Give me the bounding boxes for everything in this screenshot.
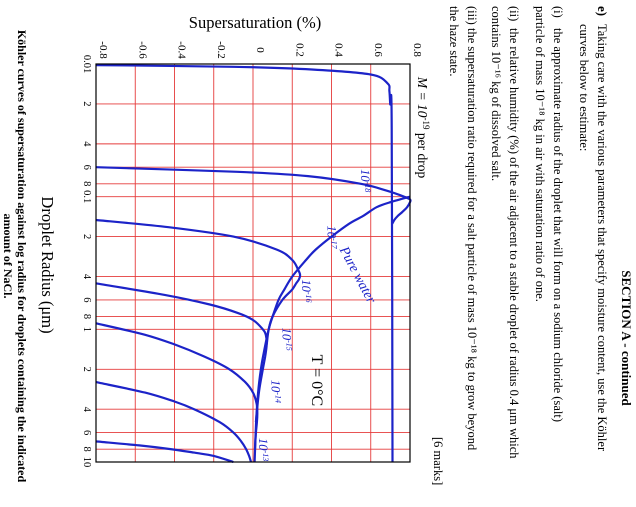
part-iii-number: (iii) bbox=[465, 6, 479, 25]
y-tick-label: 0.6 bbox=[372, 43, 384, 57]
part-ii-number: (ii) bbox=[507, 6, 521, 21]
section-title: SECTION A - continued bbox=[619, 270, 634, 406]
mass-label-per-drop: M = 10-19 per drop bbox=[415, 76, 431, 179]
x-tick-label: 6 bbox=[81, 297, 92, 302]
y-tick-label: 0 bbox=[254, 47, 266, 53]
y-tick-label: -0.8 bbox=[97, 41, 109, 59]
pure-water-label: Pure water bbox=[335, 243, 378, 306]
y-axis-label: Supersaturation (%) bbox=[189, 13, 321, 32]
x-tick-label: 4 bbox=[81, 274, 92, 280]
x-tick-label: 8 bbox=[81, 181, 92, 186]
y-tick-label: -0.6 bbox=[136, 41, 148, 59]
x-tick-label: 0.1 bbox=[81, 190, 92, 203]
temperature-label: T = 0°C bbox=[308, 355, 325, 407]
x-tick-label: 0.01 bbox=[81, 55, 92, 73]
marks-label: [6 marks] bbox=[431, 437, 445, 485]
x-axis-label: Droplet Radius (μm) bbox=[38, 196, 57, 333]
x-tick-label: 2 bbox=[81, 101, 92, 106]
x-tick-label: 10 bbox=[81, 457, 92, 468]
x-tick-label: 6 bbox=[81, 430, 92, 435]
kohler-curve bbox=[95, 64, 394, 463]
part-ii-line2: contains 10⁻¹⁶ kg of dissolved salt. bbox=[489, 6, 503, 181]
y-tick-label: -0.4 bbox=[176, 41, 188, 59]
y-tick-label: 0.4 bbox=[333, 43, 345, 57]
part-ii-line1: the relative humidity (%) of the air adj… bbox=[507, 28, 521, 459]
kohler-curve bbox=[95, 282, 268, 423]
question-block: SECTION A - continued e) Taking care wit… bbox=[431, 6, 634, 485]
x-tick-label: 8 bbox=[81, 314, 92, 319]
x-tick-label: 4 bbox=[81, 141, 92, 147]
plot-frame bbox=[95, 63, 411, 463]
part-i-line2: particle of mass 10⁻¹⁸ kg in air with sa… bbox=[533, 6, 547, 302]
part-iii-line1: the supersaturation ratio required for a… bbox=[465, 28, 479, 451]
curve-mass-label: 10-16 bbox=[299, 279, 313, 302]
y-tick-label: 0.2 bbox=[293, 43, 305, 57]
curve-mass-label: 10-13 bbox=[256, 438, 270, 461]
curve-mass-label: 10-17 bbox=[325, 226, 339, 250]
y-tick-label: 0.8 bbox=[411, 43, 423, 57]
question-label: e) bbox=[595, 6, 610, 16]
part-i-line1: the approximate radius of the droplet th… bbox=[551, 28, 565, 422]
x-tick-label: 6 bbox=[81, 165, 92, 170]
x-tick-label: 4 bbox=[81, 407, 92, 413]
kohler-curve bbox=[95, 440, 234, 464]
x-tick-label: 1 bbox=[81, 327, 92, 332]
curve-mass-label: 10-18 bbox=[358, 169, 372, 192]
chart-grid bbox=[95, 63, 411, 463]
figure-caption: Köhler curves of supersaturation against… bbox=[1, 30, 29, 483]
x-tick-label: 2 bbox=[81, 367, 92, 372]
caption-line2: amount of NaCl. bbox=[1, 213, 15, 298]
kohler-chart: -0.8 -0.6 -0.4 -0.2 0 0.2 0.4 0.6 0.8 0.0124680.… bbox=[38, 13, 431, 467]
supersaturation-tick-labels: -0.8 -0.6 -0.4 -0.2 0 0.2 0.4 0.6 0.8 bbox=[97, 41, 423, 59]
caption-line1: Köhler curves of supersaturation against… bbox=[15, 30, 29, 483]
radius-tick-labels: 0.01 2 4 6 8 0.1 2 4 6 8 1 2 4 6 8 10 bbox=[81, 55, 92, 467]
x-tick-label: 8 bbox=[81, 447, 92, 452]
curve-mass-label: 10-15 bbox=[279, 328, 293, 351]
kohler-curve bbox=[95, 381, 253, 463]
y-tick-label: -0.2 bbox=[215, 41, 227, 58]
curve-mass-label: 10-14 bbox=[269, 380, 283, 403]
x-tick-label: 2 bbox=[81, 234, 92, 239]
curve-pure-water bbox=[253, 195, 411, 463]
chart-annotations: M = 10-19 per drop 10-18 10-17 10-16 10-15 10… bbox=[256, 76, 431, 461]
part-iii-line2: the haze state. bbox=[447, 6, 461, 76]
part-i-number: (i) bbox=[551, 6, 565, 18]
question-intro-line1: Taking care with the various parameters … bbox=[595, 24, 609, 452]
question-intro-line2: curves below to estimate: bbox=[577, 24, 591, 151]
